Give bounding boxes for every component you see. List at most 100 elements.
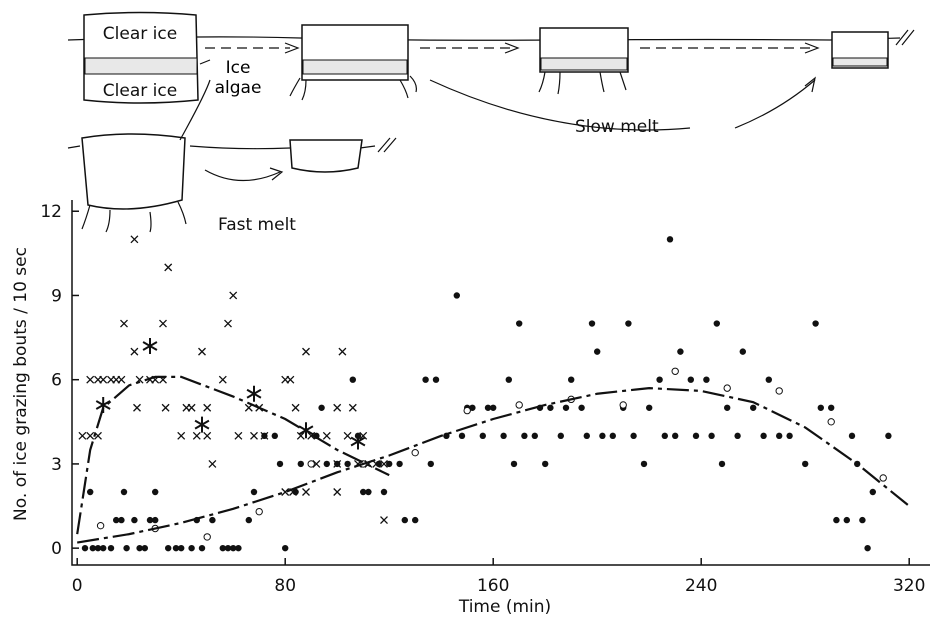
x-point (203, 431, 212, 440)
dot-point (521, 432, 528, 440)
dot-point (510, 460, 518, 468)
dot-point (250, 488, 258, 496)
dot-point (547, 404, 554, 411)
dot-point (812, 320, 819, 327)
dot-point (765, 376, 772, 383)
dot-point (484, 404, 492, 411)
x-point (302, 488, 310, 496)
mean-point (879, 474, 887, 482)
x-point (218, 375, 227, 384)
label: Ice algae (214, 58, 262, 98)
dot-point (292, 488, 299, 496)
dot-point (817, 404, 824, 411)
dot-point (282, 544, 289, 552)
dot-point (469, 404, 476, 411)
dot-point (692, 432, 700, 440)
label: Clear ice (103, 81, 177, 101)
mean-point (96, 521, 105, 530)
mean-point (307, 460, 315, 468)
dot-point (386, 460, 393, 468)
dot-point (271, 432, 278, 440)
x-point (86, 431, 95, 440)
dot-point (432, 376, 440, 383)
x-point (224, 319, 232, 328)
x-point (130, 347, 139, 356)
dot-point (412, 516, 419, 524)
x-point (130, 235, 139, 244)
dot-point (396, 460, 403, 468)
dot-point (750, 404, 757, 411)
dot-point (505, 376, 512, 383)
x-point (159, 319, 167, 328)
dot-point (94, 544, 102, 552)
dot-point (848, 432, 856, 440)
dot-point (786, 432, 793, 440)
label: Clear ice (103, 24, 177, 44)
dot-point (739, 348, 746, 355)
x-point (192, 431, 201, 440)
x-point (291, 403, 300, 412)
dot-point (609, 432, 616, 440)
dot-point (869, 488, 876, 496)
dot-point (516, 320, 523, 327)
x-point (333, 403, 342, 412)
x-point (164, 263, 173, 272)
x-point (99, 375, 108, 384)
dot-point (152, 488, 159, 496)
dot-point (578, 404, 585, 411)
dot-point (131, 516, 138, 524)
y-axis-label: No. of ice grazing bouts / 10 sec (11, 247, 31, 521)
dot-point (349, 376, 356, 383)
x-point (117, 375, 126, 384)
dot-point (776, 432, 783, 440)
x-point (322, 431, 331, 440)
mean-point (463, 406, 471, 415)
x-point (203, 403, 212, 412)
dot-point (859, 516, 866, 524)
dot-point (146, 516, 154, 524)
x-point (78, 431, 87, 440)
dot-point (152, 516, 159, 524)
mean-asterisk (350, 433, 366, 450)
dot-point (318, 404, 325, 411)
dot-point (583, 432, 590, 440)
dot-point (568, 376, 575, 383)
dot-point (230, 544, 237, 552)
dot-point (261, 432, 268, 440)
dot-point (120, 488, 128, 496)
dot-point (724, 404, 731, 411)
dot-point (843, 516, 850, 524)
dot-point (490, 404, 497, 411)
x-axis-label: Time (min) (458, 597, 551, 617)
dot-point (713, 320, 720, 327)
dot-point (557, 432, 564, 440)
dot-point (427, 460, 434, 468)
dot-point (453, 292, 460, 299)
dot-point (323, 460, 330, 468)
dot-point (708, 432, 715, 440)
dot-point (458, 432, 466, 440)
dot-point (81, 544, 89, 552)
x-point (281, 488, 290, 496)
dot-point (172, 544, 180, 552)
x-tick-label: 240 (685, 576, 717, 596)
dot-point (687, 376, 694, 383)
y-tick-label: 12 (40, 202, 62, 222)
mean-point (619, 401, 627, 409)
dot-point (198, 544, 206, 552)
label: Fast melt (218, 215, 296, 235)
y-tick-label: 3 (51, 455, 62, 475)
dot-point (833, 516, 840, 524)
x-point (348, 403, 357, 412)
x-point (177, 431, 186, 440)
x-tick-label: 80 (274, 576, 296, 596)
x-point (229, 291, 238, 300)
dot-point (625, 320, 632, 327)
x-point (133, 403, 141, 412)
dot-point (365, 488, 372, 496)
dot-point (89, 544, 97, 552)
mean-asterisk (142, 338, 158, 354)
dot-point (188, 544, 195, 552)
x-point (198, 347, 206, 356)
